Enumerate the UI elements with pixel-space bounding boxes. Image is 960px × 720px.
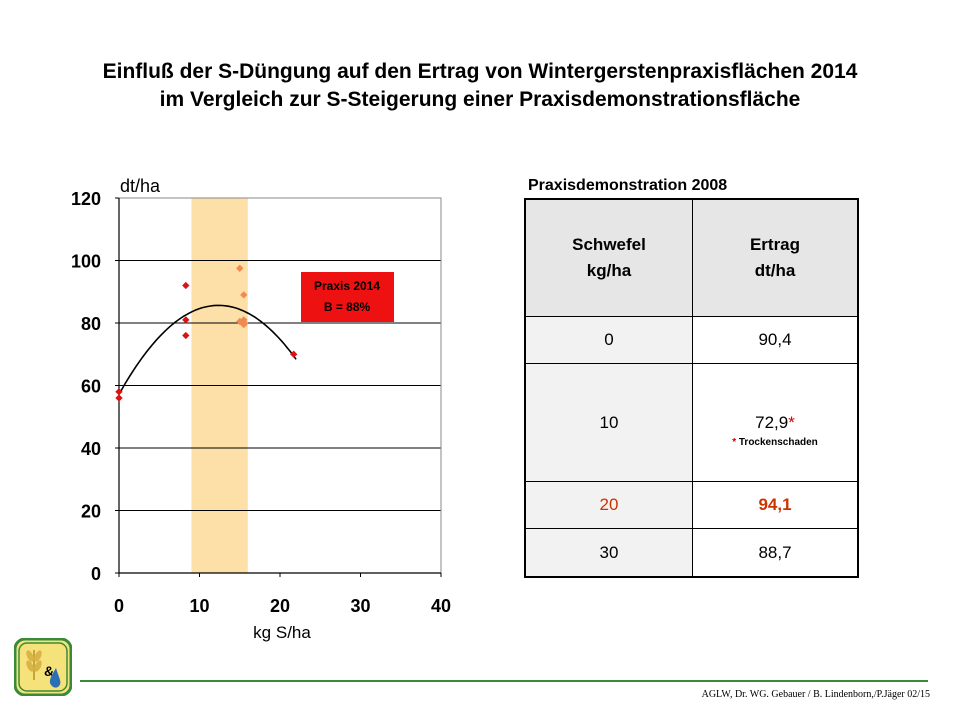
x-tick-label: 10: [189, 596, 209, 616]
footnote-star: *: [732, 437, 737, 448]
y-tick-label: 80: [81, 314, 101, 334]
x-tick-label: 0: [114, 596, 124, 616]
data-point: [290, 350, 298, 358]
x-axis-label: kg S/ha: [253, 623, 311, 642]
data-point: [236, 264, 244, 272]
credit-text: AGLW, Dr. WG. Gebauer / B. Lindenborn,/P…: [701, 689, 930, 700]
table-caption: Praxisdemonstration 2008: [528, 177, 728, 194]
data-point: [115, 388, 123, 396]
table-row: 0 90,4: [524, 315, 859, 365]
cell-schwefel: 20: [524, 480, 693, 530]
data-point: [240, 320, 248, 329]
cell-ertrag: 88,7: [692, 528, 859, 578]
cell-ertrag: 72,9* * Trockenschaden: [692, 363, 859, 482]
table-row: 30 88,7: [524, 528, 859, 578]
cell-ertrag-value: 72,9: [755, 413, 789, 432]
cell-schwefel: 10: [524, 363, 693, 482]
demonstration-table: Schwefel kg/ha Ertrag dt/ha 0 90,4 10 72…: [524, 198, 859, 578]
cell-ertrag: 94,1: [692, 480, 859, 530]
trendline: [118, 304, 297, 395]
y-tick-label: 100: [71, 252, 101, 272]
footnote-text: Trockenschaden: [736, 437, 818, 448]
x-tick-label: 40: [431, 596, 451, 616]
title-line-2: im Vergleich zur S-Steigerung einer Prax…: [159, 88, 801, 111]
header-ertrag: Ertrag dt/ha: [692, 198, 859, 317]
y-tick-label: 20: [81, 502, 101, 522]
data-point: [182, 281, 190, 290]
table-row-highlight: 20 94,1: [524, 480, 859, 530]
title-line-1: Einfluß der S-Düngung auf den Ertrag von…: [102, 60, 858, 83]
header-schwefel: Schwefel kg/ha: [524, 198, 693, 317]
footnote-note: * Trockenschaden: [693, 437, 857, 448]
table-row: 10 72,9* * Trockenschaden: [524, 363, 859, 482]
cell-schwefel: 0: [524, 315, 693, 365]
y-axis-label: dt/ha: [120, 176, 161, 196]
footer-divider: [80, 680, 928, 682]
y-tick-label: 120: [71, 189, 101, 209]
data-point: [182, 331, 190, 340]
footnote-mark: *: [788, 413, 795, 432]
yield-scatter-chart: 0 20 40 60 80 100 120 0 10 20 30 40 dt/ha kg S/ha P…: [71, 176, 451, 642]
cell-ertrag: 90,4: [692, 315, 859, 365]
header-schwefel-line-1: Schwefel: [572, 235, 646, 254]
table-header-row: Schwefel kg/ha Ertrag dt/ha: [524, 198, 859, 317]
y-tick-label: 60: [81, 377, 101, 397]
y-tick-label: 0: [91, 564, 101, 584]
data-point: [240, 291, 248, 299]
agency-logo: &: [14, 638, 72, 696]
header-ertrag-line-1: Ertrag: [749, 235, 801, 254]
data-point: [182, 316, 190, 324]
annotation-line-2: B = 88%: [324, 300, 371, 314]
cell-schwefel: 30: [524, 528, 693, 578]
praxis-annotation: Praxis 2014 B = 88%: [301, 272, 394, 322]
header-schwefel-line-2: kg/ha: [586, 261, 632, 280]
data-point: [115, 394, 123, 402]
x-tick-label: 30: [350, 596, 370, 616]
y-tick-label: 40: [81, 439, 101, 459]
x-tick-label: 20: [270, 596, 290, 616]
page-title: Einfluß der S-Düngung auf den Ertrag von…: [0, 58, 960, 114]
header-ertrag-line-2: dt/ha: [754, 261, 796, 280]
svg-text:&: &: [44, 663, 54, 679]
annotation-line-1: Praxis 2014: [314, 279, 380, 293]
